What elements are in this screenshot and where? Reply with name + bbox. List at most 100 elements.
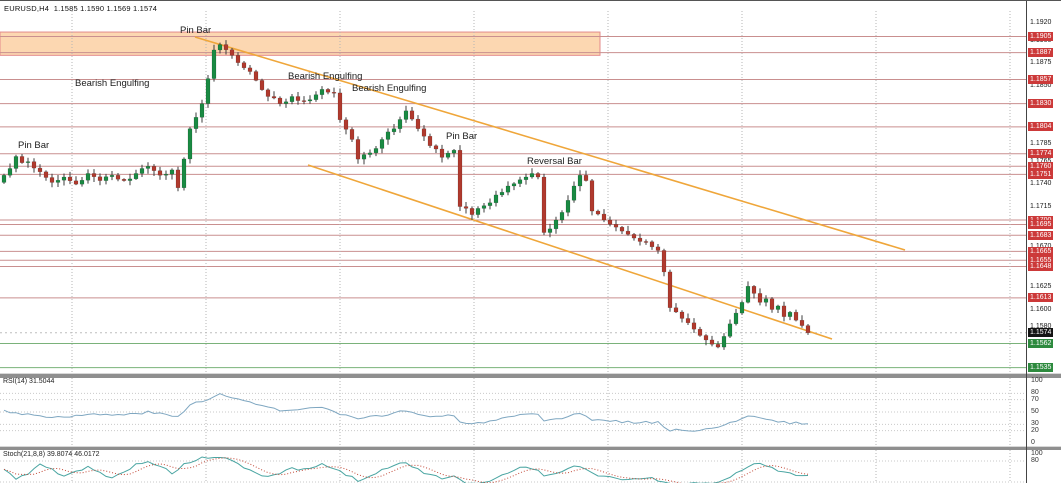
bear-candle (301, 100, 307, 102)
bear-candle (655, 246, 661, 251)
bear-candle (121, 178, 127, 181)
bull-candle (187, 128, 193, 160)
bull-candle (181, 158, 187, 189)
bull-candle (127, 178, 133, 181)
bear-candle (601, 213, 607, 221)
bull-candle (511, 183, 517, 187)
bear-candle (157, 170, 163, 176)
panel-divider[interactable] (0, 373, 1061, 378)
bull-candle (451, 149, 457, 154)
bull-candle (481, 205, 487, 209)
bear-candle (619, 226, 625, 232)
panel-divider[interactable] (0, 446, 1061, 450)
bear-candle (49, 177, 55, 183)
bear-candle (643, 241, 649, 243)
bull-candle (205, 78, 211, 104)
bear-candle (31, 161, 37, 169)
bull-candle (379, 139, 385, 149)
bear-candle (637, 237, 643, 242)
bull-candle (745, 285, 751, 303)
bull-candle (307, 99, 313, 102)
bear-candle (259, 80, 265, 91)
bull-candle (517, 179, 523, 184)
bear-candle (751, 285, 757, 294)
bear-candle (265, 89, 271, 97)
bull-candle (193, 117, 199, 129)
bear-candle (691, 322, 697, 330)
bull-candle (289, 96, 295, 102)
bear-candle (343, 119, 349, 130)
bull-candle (721, 336, 727, 348)
bull-candle (487, 202, 493, 206)
bear-candle (799, 319, 805, 326)
bear-candle (295, 96, 301, 101)
bear-candle (805, 325, 811, 334)
bull-candle (523, 176, 529, 180)
bear-candle (253, 71, 259, 81)
bear-candle (673, 307, 679, 313)
bear-candle (175, 169, 181, 189)
bull-candle (397, 119, 403, 129)
bull-candle (577, 175, 583, 187)
bear-candle (421, 128, 427, 137)
bull-candle (103, 176, 109, 181)
bear-candle (331, 91, 337, 94)
bull-candle (493, 194, 499, 204)
bear-candle (781, 305, 787, 317)
bull-candle (1, 175, 7, 183)
bear-candle (541, 176, 547, 233)
bull-candle (133, 173, 139, 180)
bear-candle (703, 335, 709, 341)
bear-candle (469, 208, 475, 215)
bull-candle (79, 179, 85, 185)
bear-candle (223, 44, 229, 51)
bear-candle (589, 180, 595, 212)
bull-candle (13, 156, 19, 169)
bear-candle (649, 241, 655, 248)
channel-lower-trendline[interactable] (307, 164, 833, 340)
stoch-signal-line (3, 457, 809, 483)
bear-candle (37, 167, 43, 173)
bear-candle (43, 171, 49, 178)
bear-candle (271, 96, 277, 99)
bull-candle (7, 168, 13, 176)
bull-candle (211, 49, 217, 79)
bear-candle (697, 328, 703, 336)
supply-zone[interactable] (0, 31, 601, 56)
bull-candle (163, 173, 169, 176)
bull-candle (313, 94, 319, 100)
bear-candle (277, 97, 283, 104)
bear-candle (247, 67, 253, 72)
bull-candle (373, 148, 379, 154)
bear-candle (769, 298, 775, 310)
bull-candle (85, 173, 91, 181)
bull-candle (61, 176, 67, 181)
bull-candle (391, 128, 397, 133)
bull-candle (109, 175, 115, 177)
bear-candle (91, 173, 97, 178)
bull-candle (547, 228, 553, 233)
bull-candle (499, 191, 505, 196)
bull-candle (571, 185, 577, 201)
rsi-line (3, 393, 809, 432)
bull-candle (319, 89, 325, 95)
channel-upper-trendline[interactable] (194, 36, 906, 251)
bear-candle (439, 148, 445, 158)
bull-candle (25, 161, 31, 163)
bear-candle (613, 224, 619, 228)
bear-candle (457, 149, 463, 207)
stoch-main-line (3, 456, 809, 483)
bull-candle (505, 185, 511, 193)
bear-candle (427, 135, 433, 146)
bull-candle (775, 305, 781, 310)
bull-candle (385, 131, 391, 140)
bear-candle (337, 92, 343, 121)
bear-candle (685, 318, 691, 324)
bull-candle (283, 101, 289, 104)
bear-candle (67, 176, 73, 182)
bull-candle (199, 103, 205, 118)
bear-candle (73, 180, 79, 185)
bear-candle (19, 156, 25, 163)
bear-candle (415, 118, 421, 129)
